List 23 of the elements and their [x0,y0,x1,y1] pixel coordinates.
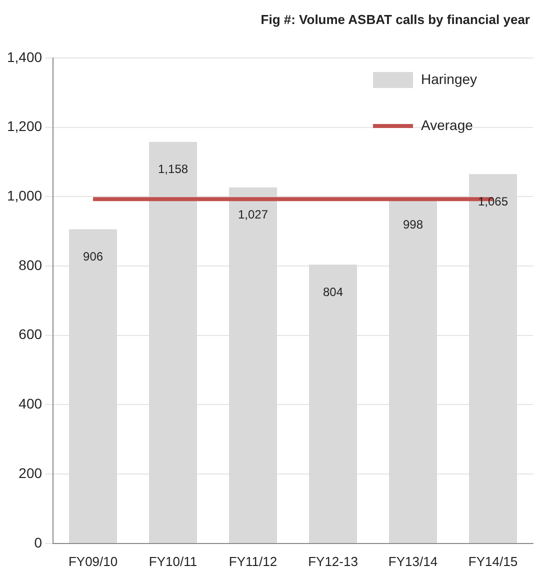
y-tick-label: 1,000 [6,188,42,204]
x-tick-label: FY09/10 [68,554,118,569]
legend-label: Average [421,116,474,133]
data-label: 998 [402,218,424,232]
data-label: 804 [323,284,344,299]
y-tick-label: 0 [34,534,42,550]
chart-title: Fig #: Volume ASBAT calls by financial year [260,12,530,27]
data-label: 1,027 [238,208,268,222]
data-label: 1,158 [158,162,188,176]
y-tick-label: 1,200 [6,118,42,134]
data-label: 1,065 [478,194,508,208]
x-tick-label: FY12-13 [308,554,358,569]
x-tick-label: FY13/14 [388,554,438,569]
x-tick-label: FY11/12 [228,554,278,569]
x-tick-label: FY10/11 [148,554,198,569]
y-tick-label: 1,400 [6,48,42,65]
y-tick-label: 200 [18,464,42,481]
y-tick-label: 600 [18,326,42,342]
y-tick-label: 400 [18,396,42,412]
data-label: 906 [83,250,104,264]
y-tick-label: 800 [18,256,42,273]
legend-label: Haringey [421,70,478,87]
x-tick-label: FY14/15 [468,554,518,569]
